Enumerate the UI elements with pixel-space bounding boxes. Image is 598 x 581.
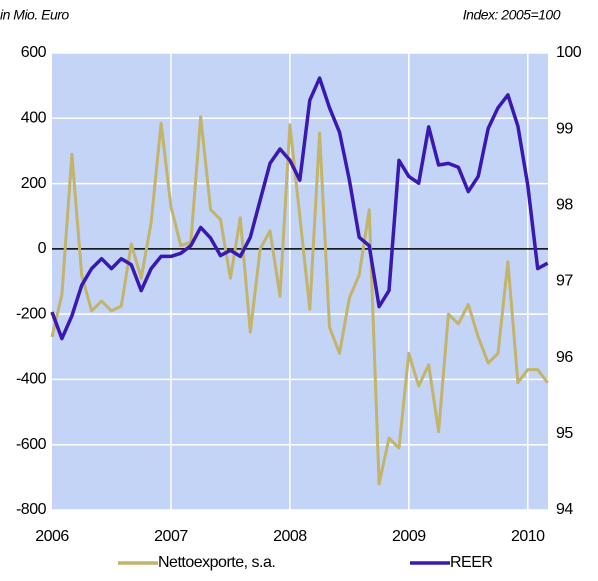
x-tick-label: 2010 <box>511 528 545 545</box>
series-line <box>50 115 549 486</box>
y2-tick-label: 95 <box>556 425 573 442</box>
y-tick-label: 0 <box>38 240 47 257</box>
plot-area <box>52 53 548 510</box>
legend-label: Nettoexporte, s.a. <box>158 554 275 571</box>
y2-tick-label: 96 <box>556 349 573 366</box>
y2-tick-label: 98 <box>556 197 573 214</box>
y2-tick-label: 97 <box>556 273 573 290</box>
x-tick-label: 2008 <box>273 528 307 545</box>
y-tick-label: -600 <box>16 436 47 453</box>
left-axis-label: in Mio. Euro <box>0 7 69 23</box>
y-tick-label: 600 <box>21 44 47 61</box>
y2-tick-label: 100 <box>556 44 582 61</box>
x-tick-label: 2006 <box>35 528 69 545</box>
y-tick-label: 400 <box>21 110 47 127</box>
right-axis-label: Index: 2005=100 <box>463 7 561 23</box>
y2-tick-label: 94 <box>556 501 573 518</box>
x-tick-label: 2009 <box>392 528 426 545</box>
x-tick-label: 2007 <box>154 528 188 545</box>
y-tick-label: 200 <box>21 175 47 192</box>
y-tick-label: -400 <box>16 371 47 388</box>
legend-label: REER <box>450 554 492 571</box>
series-line <box>50 76 549 341</box>
y-tick-label: -800 <box>16 501 47 518</box>
y-tick-label: -200 <box>16 305 47 322</box>
y2-tick-label: 99 <box>556 120 573 137</box>
